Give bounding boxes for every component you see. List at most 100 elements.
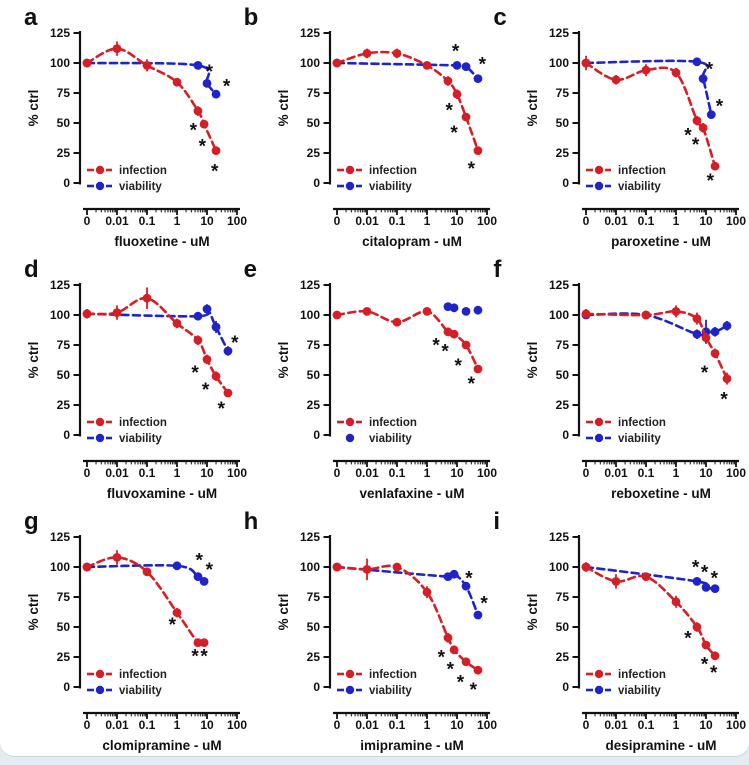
y-tick-label: 0 <box>63 176 70 190</box>
x-tick-label: 0.1 <box>139 214 156 228</box>
infection-data-point <box>142 567 152 577</box>
y-tick-label: 50 <box>306 116 320 130</box>
y-tick-label: 125 <box>549 530 569 544</box>
infection-data-point <box>701 333 711 343</box>
x-axis-title: imipramine - uM <box>360 738 464 753</box>
y-tick-label: 75 <box>556 590 570 604</box>
viability-data-point <box>473 74 483 83</box>
y-tick-label: 75 <box>556 86 570 100</box>
infection-data-point <box>172 319 182 328</box>
infection-data-point <box>611 577 621 586</box>
legend-marker-infection <box>595 669 604 679</box>
y-tick-label: 75 <box>57 338 71 352</box>
y-axis-title: % ctrl <box>276 594 291 631</box>
dose-response-plot: 0 25 50 75 100 125 % ctrl 0 0.01 0.1 1 10 100 fluvoxa… <box>26 278 247 501</box>
viability-data-point <box>211 89 221 99</box>
infection-data-point <box>581 309 591 319</box>
x-tick-label: 10 <box>450 466 464 480</box>
infection-data-point <box>473 364 483 374</box>
legend-label-viability: viability <box>618 685 661 697</box>
panel-c: c 0 25 50 75 100 125 % ctrl 0 0.01 0.1 1 10 100 paroxe… <box>493 0 749 252</box>
y-tick-label: 75 <box>556 338 570 352</box>
viability-data-point <box>193 311 203 321</box>
x-tick-label: 100 <box>726 718 746 732</box>
y-tick-label: 100 <box>549 560 569 574</box>
infection-data-point <box>422 587 432 597</box>
x-tick-label: 0.1 <box>139 466 156 480</box>
infection-data-point <box>112 44 122 53</box>
y-tick-label: 25 <box>556 398 570 412</box>
y-tick-label: 125 <box>300 26 320 40</box>
x-tick-label: 0.01 <box>105 718 129 732</box>
x-tick-label: 0.1 <box>388 214 405 228</box>
x-tick-label: 10 <box>700 718 714 732</box>
significance-asterisk: * <box>478 55 486 76</box>
significance-asterisk: * <box>685 126 693 147</box>
panel-letter: b <box>243 4 259 31</box>
infection-data-point <box>112 553 122 562</box>
panel-letter: d <box>24 256 39 283</box>
panel-letter: c <box>493 4 507 31</box>
significance-asterisk: * <box>721 390 729 411</box>
legend-marker-infection <box>95 165 105 175</box>
significance-asterisk: * <box>223 76 231 97</box>
legend-label-viability: viability <box>119 685 162 697</box>
x-tick-label: 0 <box>333 718 340 732</box>
legend-label-viability: viability <box>119 433 162 445</box>
significance-asterisk: * <box>456 673 464 694</box>
x-axis-title: desipramine - uM <box>606 738 717 753</box>
dose-response-plot: 0 25 50 75 100 125 % ctrl 0 0.01 0.1 1 10 100 clomipr… <box>26 530 247 753</box>
significance-asterisk: * <box>202 380 210 401</box>
legend-label-infection: infection <box>119 417 167 429</box>
infection-data-point <box>671 68 681 77</box>
x-tick-label: 1 <box>423 214 430 228</box>
legend-label-infection: infection <box>618 669 666 681</box>
infection-curve <box>335 564 479 672</box>
infection-data-point <box>671 307 681 316</box>
significance-asterisk: * <box>469 680 477 701</box>
infection-data-point <box>641 310 651 320</box>
dose-response-plot: 0 25 50 75 100 125 % ctrl 0 0.01 0.1 1 10 100 imipram… <box>276 530 497 753</box>
x-axis-title: paroxetine - uM <box>611 234 711 249</box>
infection-data-point <box>332 310 342 320</box>
x-tick-label: 0.01 <box>355 466 379 480</box>
y-axis-title: % ctrl <box>26 90 41 127</box>
x-tick-label: 100 <box>726 466 746 480</box>
y-tick-label: 50 <box>57 116 71 130</box>
viability-data-point <box>461 581 471 591</box>
legend-marker-infection <box>345 417 354 427</box>
legend-label-viability: viability <box>369 433 412 445</box>
panel-i: i 0 25 50 75 100 125 % ctrl 0 0.01 0.1 1 10 100 desipr… <box>493 504 749 756</box>
infection-data-point <box>692 314 702 323</box>
x-tick-label: 10 <box>700 214 714 228</box>
infection-data-point <box>392 49 402 58</box>
panel-letter: f <box>493 256 502 283</box>
y-tick-label: 50 <box>306 368 320 382</box>
panel-letter: g <box>24 508 39 535</box>
y-tick-label: 125 <box>50 530 70 544</box>
legend-marker-viability <box>345 181 354 191</box>
panel-letter: e <box>243 256 258 283</box>
x-tick-label: 10 <box>200 718 214 732</box>
x-tick-label: 0.01 <box>105 466 129 480</box>
panel-e: e 0 25 50 75 100 125 % ctrl 0 0.01 0.1 1 10 100 venlaf… <box>244 252 500 504</box>
y-tick-label: 125 <box>50 278 70 292</box>
legend-label-viability: viability <box>119 181 162 193</box>
infection-data-point <box>211 146 221 156</box>
x-tick-label: 100 <box>477 466 497 480</box>
significance-asterisk: * <box>692 558 700 579</box>
infection-data-point <box>422 61 432 70</box>
y-tick-label: 0 <box>313 428 320 442</box>
infection-data-point <box>611 75 621 85</box>
viability-data-point <box>473 305 483 315</box>
legend-label-viability: viability <box>618 433 661 445</box>
y-tick-label: 0 <box>63 680 70 694</box>
significance-asterisk: * <box>206 560 214 581</box>
viability-curve <box>585 59 713 116</box>
significance-asterisk: * <box>467 374 475 395</box>
x-tick-label: 100 <box>227 466 247 480</box>
infection-data-point <box>449 329 459 339</box>
y-tick-label: 25 <box>57 650 71 664</box>
infection-data-point <box>142 293 152 303</box>
y-tick-label: 100 <box>300 560 320 574</box>
